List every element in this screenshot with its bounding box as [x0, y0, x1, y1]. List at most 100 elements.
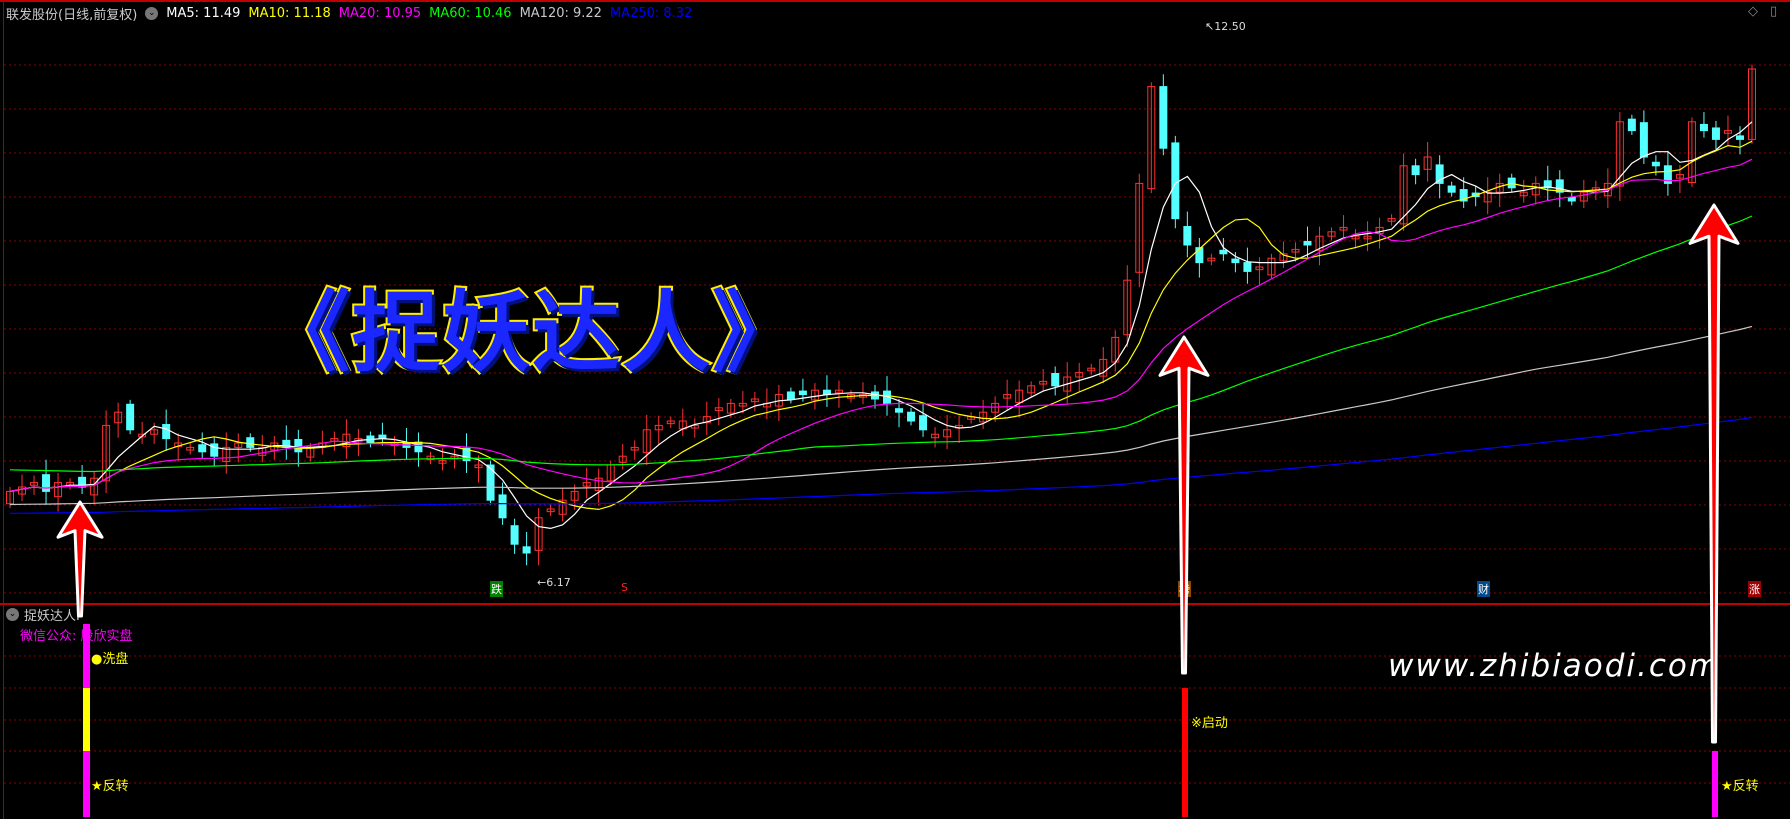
candle-body — [1183, 226, 1192, 246]
candle-body — [138, 433, 147, 438]
candle-body — [1387, 218, 1396, 222]
candlestick-chart — [4, 64, 1790, 594]
chart-header: 联发股份(日线,前复权) ⌄ MA5: 11.49 MA10: 11.18 MA20… — [6, 2, 692, 24]
candle-body — [1459, 189, 1468, 202]
candle-body — [150, 429, 159, 435]
candle-body — [943, 429, 952, 438]
top-border — [0, 0, 1790, 2]
candle-body — [666, 420, 675, 425]
indicator-name: 捉妖达人F — [24, 609, 84, 624]
ma-legend-item: MA120: 9.22 — [519, 5, 602, 21]
candle-body — [738, 402, 747, 407]
candle-body — [102, 424, 111, 482]
candle-body — [90, 477, 99, 496]
panel-toggle-icon[interactable]: ▯ — [1770, 4, 1778, 19]
candle-body — [834, 389, 843, 394]
ma-legend-item: MA5: 11.49 — [166, 5, 241, 21]
candle-body — [426, 455, 435, 461]
low-price: 6.17 — [546, 576, 571, 589]
candle-body — [558, 499, 567, 515]
candle-body — [546, 508, 555, 513]
candle-body — [1615, 121, 1624, 187]
ma-legend-item: MA60: 10.46 — [429, 5, 512, 21]
candle-body — [1255, 266, 1264, 271]
chevron-down-icon[interactable]: ⌄ — [145, 6, 159, 20]
signal-bar-wash — [83, 624, 90, 688]
candle-body — [1231, 258, 1240, 264]
candle-body — [630, 446, 639, 451]
high-price: 12.50 — [1214, 20, 1246, 33]
candle-body — [919, 415, 928, 431]
candle-body — [210, 443, 219, 457]
marker-rise[interactable]: 涨 — [1748, 581, 1761, 597]
candle-body — [1099, 358, 1108, 377]
signal-bar-start — [1182, 688, 1188, 817]
indicator-title: ⌄ 捉妖达人F — [6, 605, 83, 624]
candle-body — [198, 444, 207, 453]
candle-body — [30, 482, 39, 486]
ma-legend: MA5: 11.49 MA10: 11.18 MA20: 10.95 MA60: 10… — [166, 6, 692, 21]
candle-body — [1243, 262, 1252, 272]
candle-body — [1291, 248, 1300, 253]
candle-body — [342, 433, 351, 448]
candle-body — [246, 437, 255, 448]
candle-body — [54, 482, 63, 498]
candle-body — [907, 411, 916, 422]
candle-body — [1339, 226, 1348, 231]
candle-body — [1327, 231, 1336, 237]
signal-bar-reverse — [83, 751, 90, 817]
candle-body — [126, 403, 135, 431]
candle-body — [594, 477, 603, 492]
overlay-title: 《捉妖达人》 — [260, 279, 803, 386]
marker-s[interactable]: S — [621, 581, 628, 594]
candle-body — [1483, 191, 1492, 203]
candle-body — [702, 416, 711, 424]
candle-body — [1699, 123, 1708, 132]
candle-body — [798, 390, 807, 396]
wechat-label: 微信公众: 股欣实盘 — [20, 629, 133, 644]
candle-body — [1399, 165, 1408, 225]
up-arrow-icon — [1688, 203, 1740, 744]
reverse-label-1: ★反转 — [91, 779, 129, 794]
candle-body — [1075, 372, 1084, 378]
candle-body — [1435, 164, 1444, 184]
candle-body — [1135, 182, 1144, 273]
ma10-line — [9, 140, 1753, 511]
candle-body — [1651, 161, 1660, 167]
candle-body — [1267, 257, 1276, 276]
candle-body — [1051, 372, 1060, 387]
high-price-label: ↖12.50 — [1205, 20, 1246, 33]
low-price-label: ←6.17 — [537, 576, 571, 589]
candle-body — [510, 525, 519, 545]
candle-body — [931, 433, 940, 439]
diamond-icon[interactable]: ◇ — [1748, 4, 1758, 19]
panel-divider[interactable] — [0, 603, 1790, 605]
candle-body — [1195, 247, 1204, 264]
candle-body — [1303, 240, 1312, 246]
signal-bar-yellow — [83, 688, 90, 751]
candle-body — [1087, 367, 1096, 372]
chevron-down-icon[interactable]: ⌄ — [6, 608, 19, 621]
up-arrow-icon — [56, 500, 104, 618]
candle-body — [1015, 389, 1024, 404]
candle-body — [186, 446, 195, 451]
candle-body — [1063, 376, 1072, 392]
candle-body — [474, 464, 483, 469]
candle-body — [570, 490, 579, 501]
reverse-label-2: ★反转 — [1721, 779, 1759, 794]
ma-legend-item: MA20: 10.95 — [338, 5, 422, 21]
candle-body — [1003, 394, 1012, 399]
candle-body — [810, 389, 819, 401]
stock-name: 联发股份(日线,前复权) — [6, 7, 138, 23]
up-arrow-icon — [1158, 335, 1210, 675]
candle-body — [1711, 127, 1720, 140]
candle-body — [1219, 249, 1228, 255]
candle-body — [522, 546, 531, 554]
marker-finance[interactable]: 财 — [1477, 581, 1490, 597]
ma120-line — [9, 325, 1753, 506]
candle-body — [1723, 130, 1732, 134]
candle-body — [234, 442, 243, 448]
marker-fall[interactable]: 跌 — [490, 581, 503, 597]
candle-body — [1748, 68, 1756, 140]
